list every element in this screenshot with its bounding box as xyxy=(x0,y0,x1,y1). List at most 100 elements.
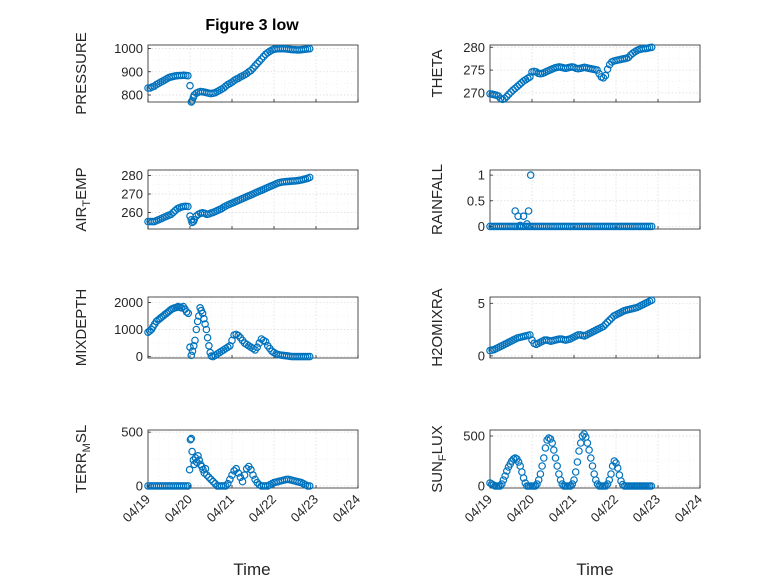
data-point xyxy=(207,475,215,484)
data-point xyxy=(191,336,199,345)
y-tick-label: 1000 xyxy=(114,41,143,56)
data-point xyxy=(194,451,202,460)
data-point xyxy=(568,480,577,488)
data-point xyxy=(617,477,625,485)
data-point xyxy=(200,314,208,323)
data-point xyxy=(505,90,513,99)
data-point xyxy=(217,482,226,490)
data-point xyxy=(259,52,268,61)
data-point xyxy=(599,74,608,82)
subplot-mixdepth: 0 1000 2000 MIXDEPTH xyxy=(73,289,359,366)
y-tick-label: 800 xyxy=(121,88,143,103)
data-point xyxy=(253,59,262,68)
data-point xyxy=(553,462,562,470)
data-point xyxy=(234,331,243,340)
data-point xyxy=(203,471,211,479)
x-axis-label-right: Time xyxy=(576,560,613,579)
data-point xyxy=(211,479,220,488)
data-point xyxy=(602,482,610,490)
data-point xyxy=(261,482,270,490)
y-tick-label: 0 xyxy=(136,478,143,493)
y-tick-label: 2000 xyxy=(114,295,143,310)
data-point xyxy=(186,435,195,444)
data-point xyxy=(303,352,312,361)
data-point xyxy=(305,352,314,361)
data-point xyxy=(305,173,314,182)
data-point xyxy=(261,337,270,346)
data-point xyxy=(523,220,531,228)
data-point xyxy=(301,352,310,361)
y-tick-label: 280 xyxy=(121,168,143,183)
data-point xyxy=(514,212,522,221)
data-point xyxy=(549,446,558,454)
data-point xyxy=(247,66,255,75)
data-point xyxy=(232,464,241,473)
data-point xyxy=(586,454,595,462)
y-tick-label: 500 xyxy=(121,425,143,440)
data-point xyxy=(219,482,228,490)
data-point xyxy=(536,470,545,478)
data-point xyxy=(303,482,312,490)
data-point xyxy=(570,476,578,484)
data-point xyxy=(242,464,251,473)
y-axis-label: H2OMIXRA xyxy=(429,288,446,366)
data-point xyxy=(255,57,264,66)
data-point xyxy=(188,447,196,456)
data-point xyxy=(205,473,213,482)
data-point xyxy=(612,459,620,467)
data-point xyxy=(500,94,509,103)
data-point xyxy=(519,474,528,482)
y-tick-label: 270 xyxy=(121,186,143,201)
y-axis-label: RAINFALL xyxy=(429,164,446,235)
data-point xyxy=(573,458,582,466)
plot-area-frame xyxy=(147,44,359,103)
data-point xyxy=(501,472,509,480)
plot-area-frame xyxy=(489,296,701,359)
y-tick-label: 1 xyxy=(478,168,485,183)
y-axis-label: THETA xyxy=(429,49,446,97)
data-point xyxy=(578,432,587,440)
plot-area-frame xyxy=(147,429,359,489)
data-point xyxy=(253,343,262,352)
data-point xyxy=(519,212,528,221)
data-point xyxy=(566,482,575,490)
data-point xyxy=(236,473,245,482)
y-tick-label: 900 xyxy=(121,64,143,79)
data-point xyxy=(185,465,194,474)
data-point xyxy=(588,462,597,470)
data-point xyxy=(182,308,191,316)
subplot-air_temp: 260 270 280 AIRTEMP xyxy=(73,167,359,232)
y-tick-label: 5 xyxy=(478,296,485,311)
data-point xyxy=(190,216,199,224)
data-point xyxy=(184,71,192,80)
data-point xyxy=(502,92,511,101)
data-point xyxy=(538,462,546,470)
data-point xyxy=(190,341,198,350)
data-point xyxy=(188,347,197,356)
plot-area-frame xyxy=(489,429,701,489)
data-point xyxy=(603,318,612,327)
y-tick-label: 1000 xyxy=(114,322,143,337)
data-point xyxy=(531,482,540,490)
data-point xyxy=(230,466,238,475)
data-point xyxy=(201,320,209,328)
data-point xyxy=(603,65,612,74)
data-point xyxy=(226,475,234,484)
subplot-rainfall: 0 0.5 1 RAINFALL xyxy=(429,164,701,235)
data-point xyxy=(571,468,580,476)
data-point xyxy=(647,482,656,490)
data-point xyxy=(507,88,515,96)
y-tick-label: 0 xyxy=(478,219,485,234)
data-point xyxy=(224,479,232,488)
data-point xyxy=(591,476,600,484)
y-tick-label: 275 xyxy=(463,63,485,78)
y-tick-label: 280 xyxy=(463,40,485,55)
data-point xyxy=(187,434,196,443)
data-point xyxy=(186,81,194,90)
data-point xyxy=(184,482,192,490)
data-point xyxy=(177,303,186,312)
data-point xyxy=(526,171,535,179)
data-point xyxy=(240,471,249,479)
